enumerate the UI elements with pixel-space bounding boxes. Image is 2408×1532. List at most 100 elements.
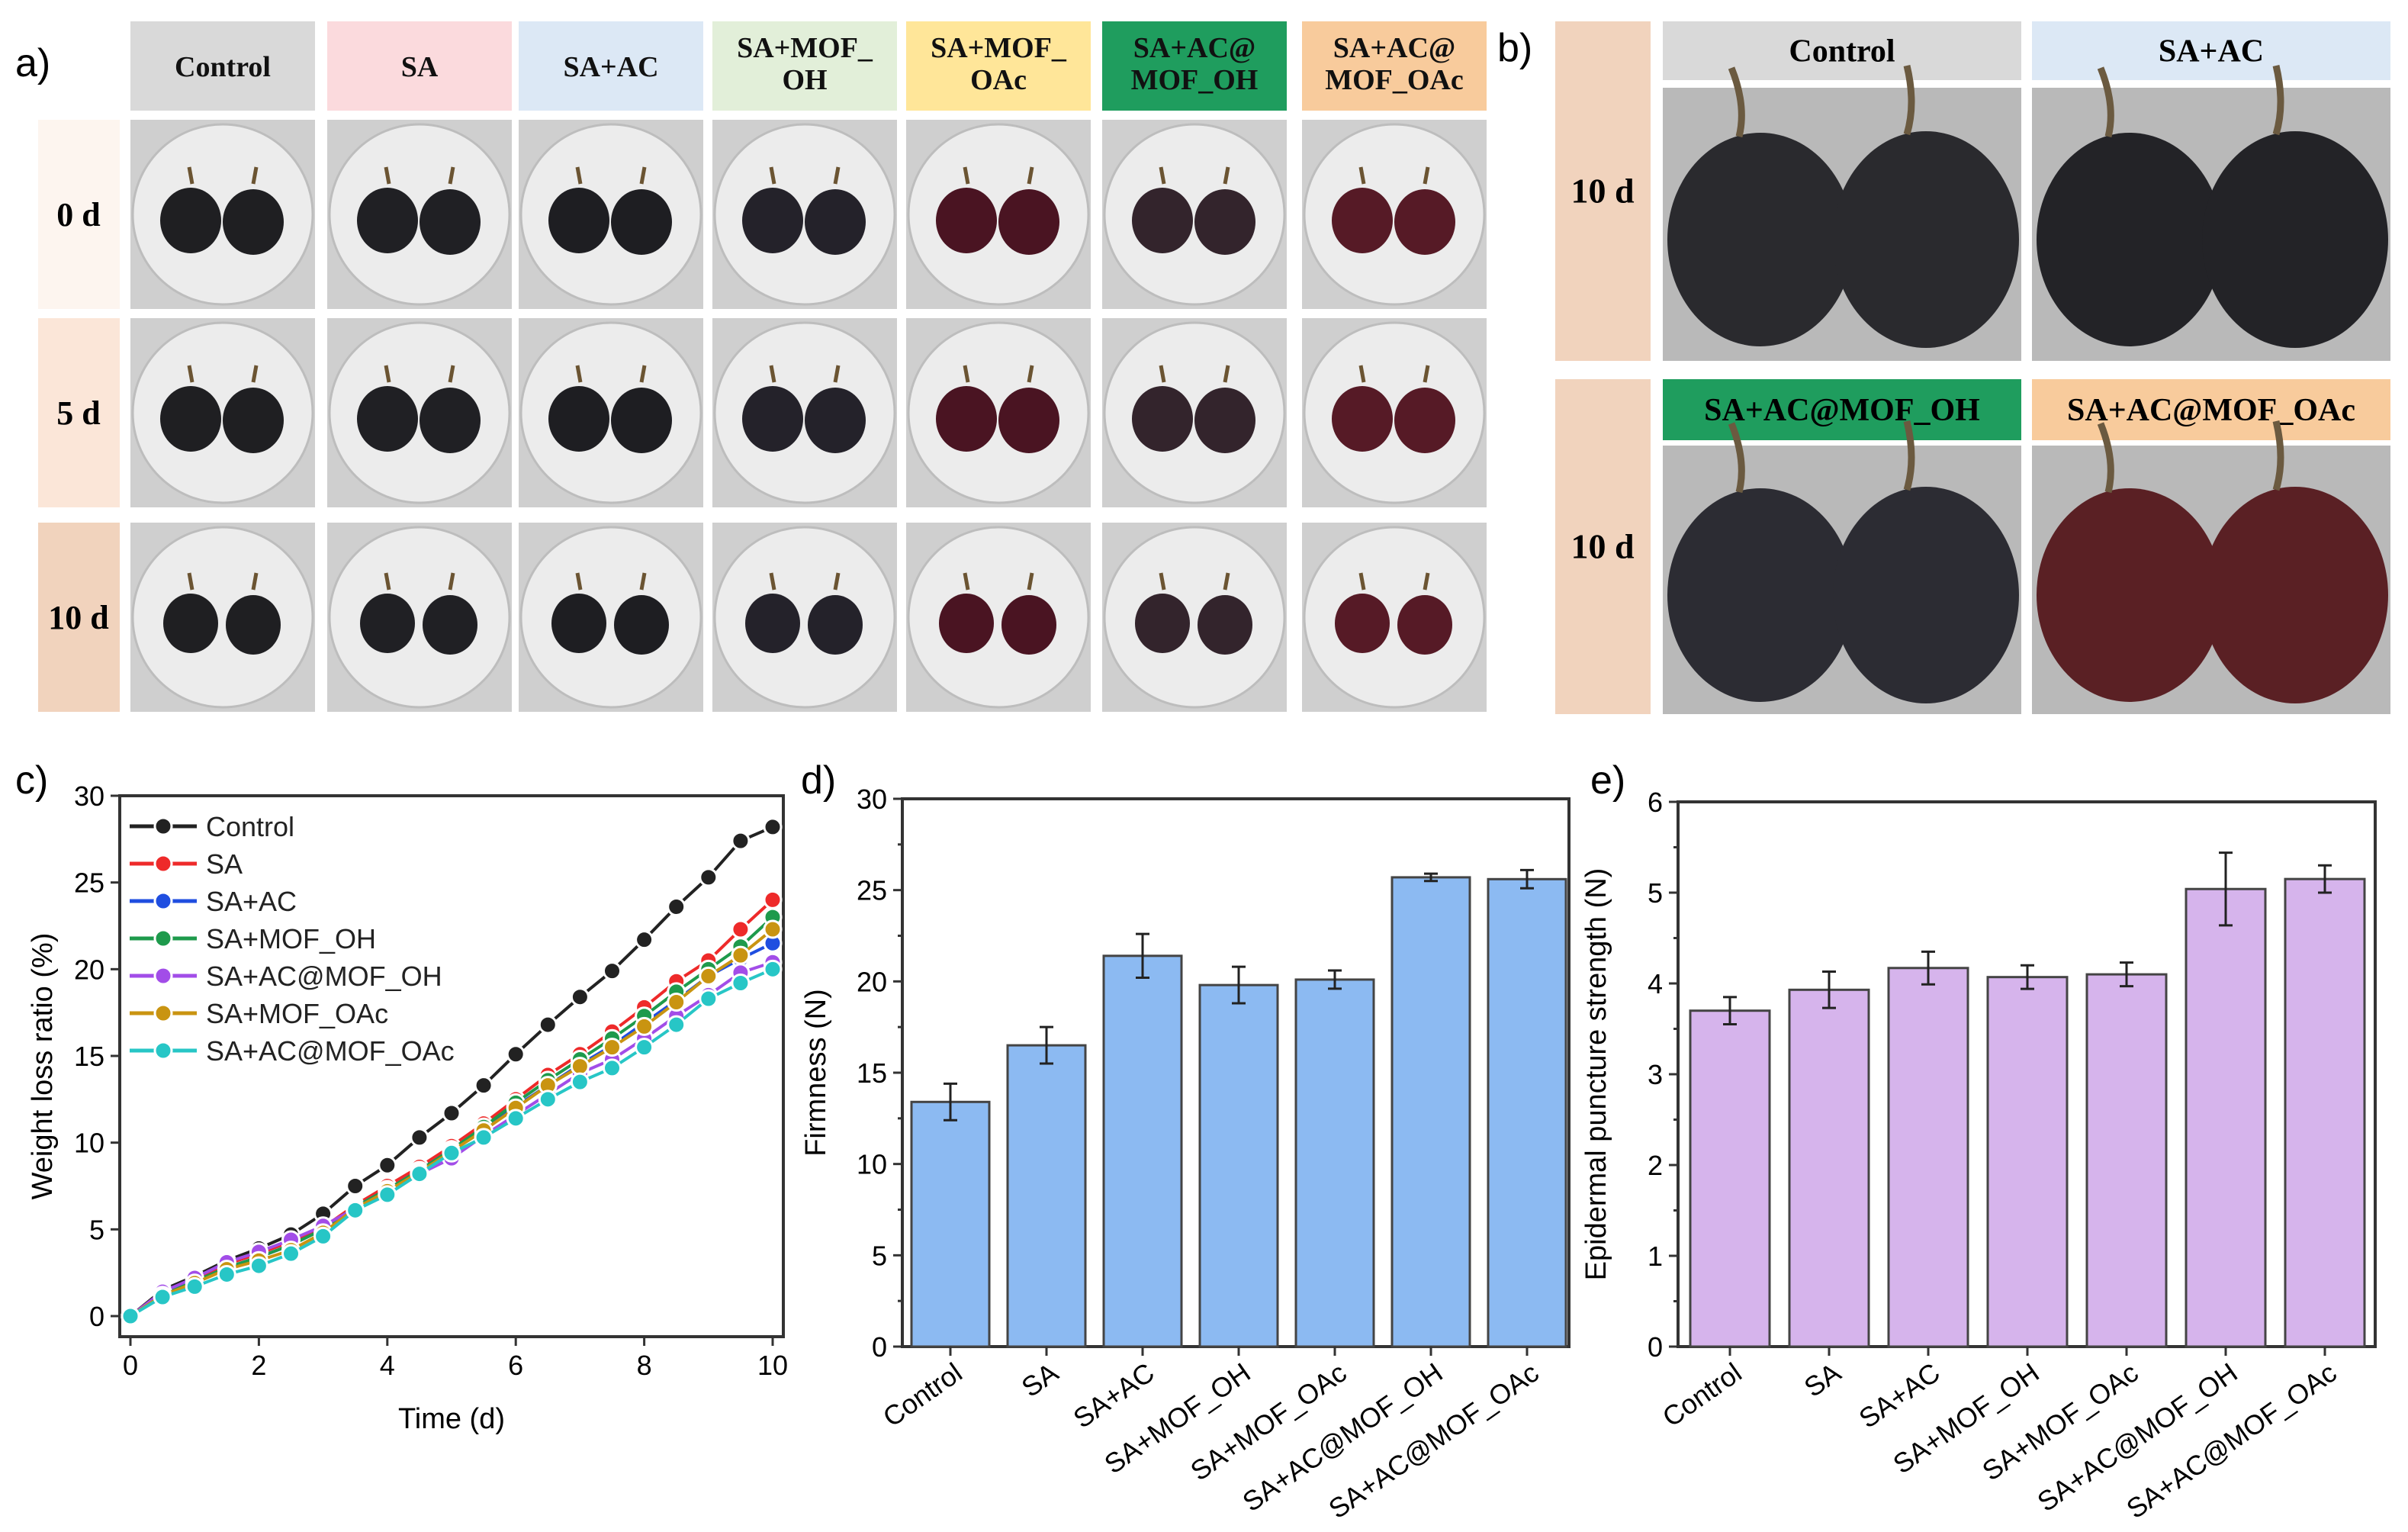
grape-stem [1027,365,1034,383]
bar-SA+AC@MOF_OAc [2284,877,2366,1348]
row-label-bg [38,523,120,712]
row-label-bg [1555,379,1651,714]
y-tick-label: 20 [74,954,104,985]
grape-stem [833,572,841,591]
grape [2037,488,2223,702]
y-tick-label: 0 [89,1301,104,1332]
row-label-bg [38,120,120,309]
cell-header-label: SA+AC [2159,34,2264,69]
y-tick-label: 10 [74,1128,104,1159]
grape-stem [1358,365,1366,383]
legend-label: SA+AC [206,886,297,917]
grape [548,386,609,452]
panel-a-photo-grid: Control SA SA+ACSA+MOF_OHSA+MOF_OAcSA+AC@M… [38,21,1487,712]
row-label: 10 d [1571,172,1635,211]
data-point [699,966,719,986]
data-point [474,1076,493,1096]
grape-stem [187,166,195,185]
data-point [474,1128,493,1147]
bar-Control [910,1100,991,1348]
grape-stem [1903,64,1915,136]
chart-puncture-strength: 0 1 2 3 4 5 6 Epidermal puncture strength (N) Co… [1580,787,2377,1524]
column-header-label: OAc [970,64,1027,96]
cell-header-bg [1663,379,2021,440]
data-point [217,1264,236,1284]
column-header-bg [519,21,703,111]
grape [1132,188,1193,253]
data-point [667,1015,686,1035]
grape [611,388,672,453]
grape [939,594,994,653]
legend-label: SA [206,848,243,880]
row-label-bg [38,318,120,507]
panel-label-a: a) [15,41,50,85]
grape [551,594,606,653]
grape [223,189,284,255]
data-point [731,919,751,939]
grape-stem [1358,572,1366,591]
column-header-bg [130,21,315,111]
grape-stem [1223,572,1230,591]
grape [1332,386,1393,452]
grape [357,386,418,452]
grape [1394,388,1455,453]
y-tick-label: 6 [1648,787,1663,818]
row-label-bg [1555,21,1651,361]
grape-stem [769,572,776,591]
grape-stem [384,166,391,185]
y-tick-label: 15 [857,1057,887,1089]
grape-stem [1728,422,1745,494]
data-point [570,987,590,1007]
x-tick-label: Control [877,1357,968,1433]
y-tick-label: 5 [1648,877,1663,909]
data-point [410,1128,429,1147]
column-header-bg [906,21,1091,111]
grape-stem [1159,365,1166,383]
data-point [153,1287,172,1307]
legend-label: Control [206,811,294,842]
data-point [346,1176,365,1196]
grape [1667,488,1853,702]
petri-dish [519,321,702,504]
grape [805,189,866,255]
petri-dish [131,123,314,306]
x-tick-label: SA [1799,1357,1847,1403]
cell-header-label: SA+AC@MOF_OAc [2067,393,2355,428]
bar-SA+AC@MOF_OH [1390,876,1471,1348]
y-tick-label: 5 [89,1214,104,1245]
data-point [667,993,686,1012]
data-point [442,1143,461,1163]
data-point [731,974,751,993]
grape [420,189,481,255]
grape-stem [833,166,841,185]
data-point [635,1016,654,1036]
petri-dish [907,321,1090,504]
column-header-label: MOF_OH [1131,64,1259,96]
petri-dish [328,321,511,504]
cell-header-label: Control [1789,34,1895,69]
petri-dish [328,526,511,709]
data-point [731,831,751,851]
bar-SA+MOF_OAc [2085,973,2168,1348]
grape [1135,594,1190,653]
grape-stem [1423,365,1430,383]
data-point [763,959,783,979]
petri-dish [713,123,896,306]
legend-marker [153,1003,173,1023]
column-header-label: SA+MOF_ [931,32,1067,64]
x-tick-label: Control [1657,1357,1747,1433]
cell-header-bg [2032,379,2390,440]
y-tick-label: 25 [857,875,887,906]
grape [160,188,221,253]
petri-dish [519,123,702,306]
petri-dish [907,526,1090,709]
row-label: 10 d [48,599,108,636]
grape-stem [575,365,583,383]
data-point [378,1185,397,1205]
grape [1332,188,1393,253]
grape-stem [187,365,195,383]
data-point [763,919,783,939]
panel-b-photo-grid: 10 d Control SA+AC 10 d SA+AC@MOF_OH SA+AC@MO… [1555,21,2390,714]
bar-SA+AC [1887,967,1969,1348]
grape [360,594,415,653]
